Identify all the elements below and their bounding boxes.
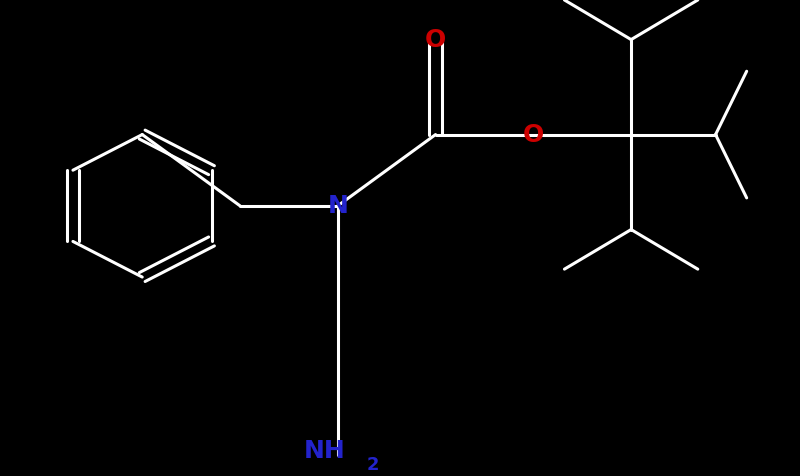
Text: 2: 2 (367, 456, 379, 474)
Text: N: N (327, 194, 348, 218)
Text: O: O (425, 28, 446, 51)
Text: O: O (522, 122, 544, 147)
Text: NH: NH (303, 439, 346, 463)
